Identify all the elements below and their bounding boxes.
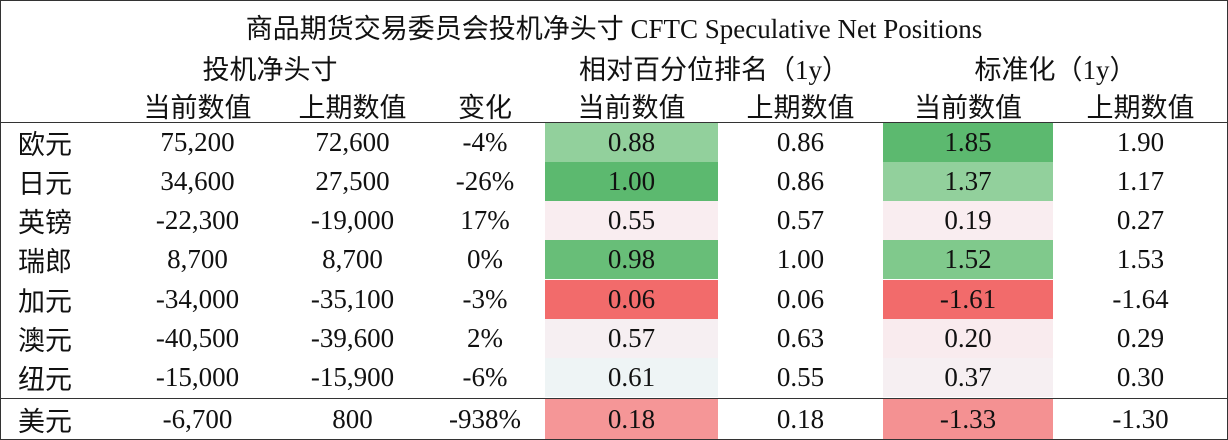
column-header: 上期数值 [746,92,855,123]
row-divider [0,398,1228,399]
table-cell: 0.19 [883,201,1053,240]
column-header: 变化 [458,92,512,123]
table-cell: -22,300 [155,205,240,235]
table-cell: 1.85 [883,123,1053,162]
table-cell: -26% [455,166,515,196]
table-cell: 0.29 [1116,323,1165,353]
table-cell: 1.37 [883,162,1053,201]
table-cell: -35,100 [310,284,395,314]
table-cell: -938% [449,403,521,434]
table-cell: 27,500 [315,166,390,196]
table-cell: 0.86 [776,166,825,196]
group-header: 投机净头寸 [202,54,338,85]
column-header: 上期数值 [298,92,407,123]
table-cell: -1.61 [883,280,1053,319]
row-label: 欧元 [18,130,72,160]
header-divider [0,122,1228,123]
table-cell: 0.61 [545,358,718,397]
table-cell: 2% [467,323,503,353]
table-cell: 800 [332,403,373,434]
column-header: 当前数值 [914,92,1022,123]
column-header: 当前数值 [577,92,686,123]
table-cell: 0.30 [1116,362,1165,392]
table-cell: 0.20 [883,319,1053,358]
table-cell: 0.86 [776,127,825,157]
table-cell: -19,000 [310,205,395,235]
table-cell: 0.37 [883,358,1053,397]
table-cell: 0.98 [545,240,718,279]
table-cell: 1.00 [545,162,718,201]
group-header: 相对百分位排名（1y） [579,54,849,85]
table-cell: 0.88 [545,123,718,162]
table-cell: 72,600 [315,127,390,157]
table-cell: 1.52 [883,240,1053,279]
table-cell: 1.17 [1116,166,1165,196]
table-cell: -1.64 [1112,284,1169,314]
row-label: 加元 [18,287,72,317]
table-cell: -15,000 [155,362,240,392]
table-cell: 1.90 [1116,127,1165,157]
table-cell: -6% [462,362,508,392]
table-cell: 17% [460,205,510,235]
column-header: 当前数值 [143,92,252,123]
row-label: 纽元 [18,365,72,395]
title: 商品期货交易委员会投机净头寸 CFTC Speculative Net Posi… [245,13,983,44]
table-cell: 0.63 [776,323,825,353]
table-cell: 0% [467,244,503,274]
table-cell: -39,600 [310,323,395,353]
row-label: 日元 [18,169,72,199]
group-header: 标准化（1y） [974,54,1137,85]
table-cell: 0.55 [776,362,825,392]
table-cell: 8,700 [167,244,228,274]
table-cell: 0.06 [545,280,718,319]
table-cell: 0.18 [776,403,825,434]
table-cell: 0.06 [776,284,825,314]
table-cell: 0.55 [545,201,718,240]
table-cell: 8,700 [322,244,383,274]
row-label: 英镑 [18,208,72,238]
row-label: 澳元 [18,326,72,356]
table-cell: -15,900 [310,362,395,392]
table-cell: -34,000 [155,284,240,314]
table-cell: 34,600 [160,166,235,196]
table-cell: -1.30 [1112,403,1169,434]
column-header: 上期数值 [1086,92,1195,123]
table-cell: 0.57 [776,205,825,235]
table-cell: -3% [462,284,508,314]
row-label: 美元 [18,406,72,437]
table-cell: 0.18 [545,399,718,439]
table-cell: 0.57 [545,319,718,358]
table-cell: -40,500 [155,323,240,353]
table-cell: 1.00 [776,244,825,274]
table-cell: -1.33 [883,399,1053,439]
table-cell: 75,200 [160,127,235,157]
table-cell: 1.53 [1116,244,1165,274]
table-cell: 0.27 [1116,205,1165,235]
row-label: 瑞郎 [18,247,72,277]
table-cell: -6,700 [162,403,233,434]
table-cell: -4% [462,127,508,157]
